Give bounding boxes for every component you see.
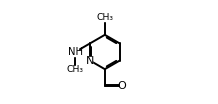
Bar bbox=[88, 57, 92, 64]
Bar bbox=[101, 14, 109, 21]
Text: O: O bbox=[118, 81, 126, 91]
Text: N: N bbox=[86, 56, 94, 66]
Bar bbox=[72, 48, 78, 56]
Bar bbox=[120, 83, 124, 90]
Text: CH₃: CH₃ bbox=[96, 13, 113, 22]
Text: CH₃: CH₃ bbox=[67, 65, 84, 74]
Text: NH: NH bbox=[68, 47, 83, 57]
Bar bbox=[71, 66, 79, 73]
